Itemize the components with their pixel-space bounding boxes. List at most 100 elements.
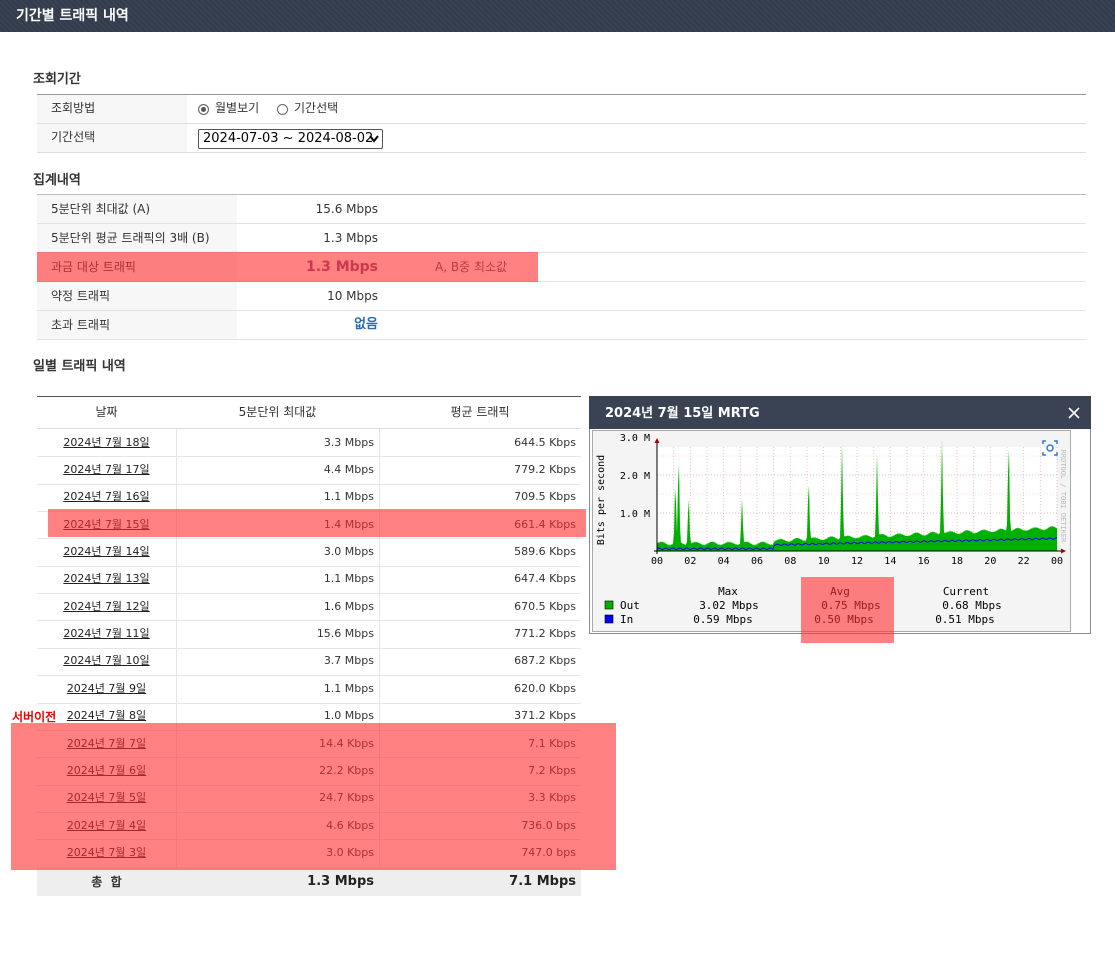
radio-label[interactable]: 월별보기 (215, 101, 260, 115)
row-line (37, 538, 581, 540)
section-title: 일별 트래픽 내역 (33, 359, 126, 374)
max-value: 1.6 Mbps (323, 599, 374, 613)
row-line (37, 123, 1086, 124)
legend-value: 0.68 Mbps (942, 599, 1002, 612)
avg-value: 687.2 Kbps (514, 654, 576, 668)
row-line (37, 252, 1086, 253)
in-line (656, 537, 1058, 551)
summary-value: 15.6 Mbps (315, 202, 378, 216)
max-value: 1.1 Mbps (323, 490, 374, 504)
row-line (37, 757, 581, 759)
row-line (37, 281, 1086, 282)
x-tick-label: 20 (984, 556, 996, 567)
date-link[interactable]: 2024년 7월 15일 (63, 517, 150, 531)
legend-value: 0.51 Mbps (935, 613, 995, 626)
row-line (37, 428, 581, 429)
icon-lens (1046, 444, 1054, 452)
row-line (37, 784, 581, 786)
summary-note: A, B중 최소값 (435, 260, 508, 274)
date-link[interactable]: 2024년 7월 9일 (66, 681, 147, 695)
row-line (37, 152, 1086, 153)
date-link[interactable]: 2024년 7월 8일 (66, 709, 147, 723)
radio-label[interactable]: 기간선택 (294, 101, 339, 115)
date-link[interactable]: 2024년 7월 6일 (66, 763, 147, 777)
table-top-border (37, 94, 1086, 95)
total-row (37, 866, 581, 896)
x-tick-label: 18 (951, 556, 963, 567)
summary-label: 5분단위 평균 트래픽의 3배 (B) (51, 231, 210, 245)
summary-label: 과금 대상 트래픽 (51, 260, 136, 274)
date-link[interactable]: 2024년 7월 13일 (63, 572, 150, 586)
popup-title: 2024년 7월 15일 MRTG (605, 405, 760, 421)
x-tick-label: 16 (918, 556, 930, 567)
avg-value: 670.5 Kbps (514, 599, 576, 613)
date-link[interactable]: 2024년 7월 3일 (66, 845, 147, 859)
max-value: 3.0 Mbps (323, 545, 374, 559)
summary-value: 10 Mbps (327, 289, 378, 303)
x-tick-label: 12 (851, 556, 863, 567)
radio-button[interactable] (277, 104, 288, 115)
select-arrow (369, 135, 379, 143)
summary-label: 5분단위 최대값 (A) (51, 202, 151, 216)
avg-value: 589.6 Kbps (514, 545, 576, 559)
row-line (37, 339, 1086, 340)
legend-header: Avg (830, 585, 850, 598)
row-line (37, 729, 581, 731)
max-value: 15.6 Mbps (316, 627, 374, 641)
date-link[interactable]: 2024년 7월 7일 (66, 736, 147, 750)
avg-value: 644.5 Kbps (514, 435, 576, 449)
avg-value: 371.2 Kbps (514, 709, 576, 723)
summary-value: 1.3 Mbps (323, 231, 378, 245)
avg-value: 7.1 Kbps (528, 736, 576, 750)
max-value: 1.4 Mbps (323, 517, 374, 531)
total-label: 총 합 (91, 875, 122, 889)
axis-arrow (654, 438, 660, 443)
date-link[interactable]: 2024년 7월 10일 (63, 654, 150, 668)
max-value: 24.7 Kbps (319, 791, 374, 805)
legend-value: 0.75 Mbps (821, 599, 881, 612)
legend-value: 0.59 Mbps (693, 613, 753, 626)
date-link[interactable]: 2024년 7월 11일 (63, 627, 150, 641)
date-link[interactable]: 2024년 7월 5일 (66, 791, 147, 805)
max-value: 1.1 Mbps (323, 572, 374, 586)
select-value[interactable]: 2024-07-03 ~ 2024-08-02 (203, 131, 374, 146)
max-value: 3.0 Kbps (326, 845, 374, 859)
max-value: 4.4 Mbps (323, 463, 374, 477)
x-tick-label: 08 (784, 556, 796, 567)
zoom-icon (1042, 440, 1058, 456)
mrtg-popup: 2024년 7월 15일 MRTG 3.0 M 2.0 M 1.0 M 00 02 04 06… (589, 396, 1091, 634)
x-tick-label: 10 (818, 556, 830, 567)
icon-frame (1042, 440, 1058, 456)
row-line (37, 456, 581, 458)
date-link[interactable]: 2024년 7월 14일 (63, 545, 150, 559)
avg-value: 7.2 Kbps (528, 763, 576, 777)
chevron (369, 135, 379, 143)
watermark: RRDTOOL / TOBI OETIKER (1059, 450, 1067, 544)
y-tick-label: 1.0 M (620, 509, 650, 520)
date-link[interactable]: 2024년 7월 16일 (63, 490, 150, 504)
max-value: 1.0 Mbps (323, 709, 374, 723)
field-label: 기간선택 (51, 130, 96, 144)
avg-value: 661.4 Kbps (514, 517, 576, 531)
date-link[interactable]: 2024년 7월 18일 (63, 435, 150, 449)
avg-value: 709.5 Kbps (514, 490, 576, 504)
row-line (37, 647, 581, 649)
legend-swatch (604, 600, 614, 610)
total-max: 1.3 Mbps (307, 874, 374, 889)
date-link[interactable]: 2024년 7월 4일 (66, 818, 147, 832)
close-button[interactable] (1068, 407, 1080, 419)
avg-value: 647.4 Kbps (514, 572, 576, 586)
date-link[interactable]: 2024년 7월 17일 (63, 463, 150, 477)
x-tick-label: 14 (884, 556, 896, 567)
row-line (37, 593, 581, 595)
summary-label: 약정 트래픽 (51, 289, 111, 303)
row-line (37, 223, 1086, 224)
y-tick-label: 2.0 M (620, 471, 650, 482)
max-value: 4.6 Kbps (326, 818, 374, 832)
radio-button[interactable] (198, 104, 209, 115)
date-link[interactable]: 2024년 7월 12일 (63, 599, 150, 613)
period-select[interactable] (198, 129, 383, 149)
avg-value: 779.2 Kbps (514, 463, 576, 477)
col-sep (379, 429, 380, 896)
row-line (37, 839, 581, 841)
